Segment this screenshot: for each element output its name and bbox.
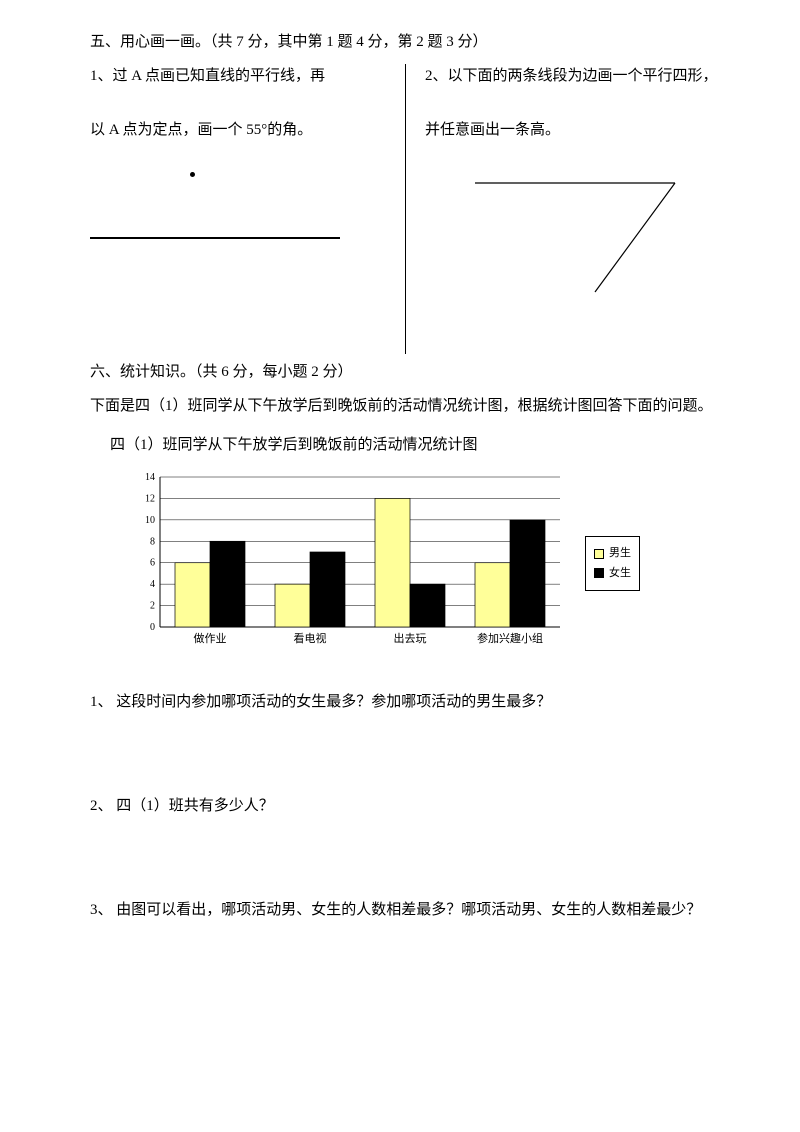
- legend-girls-swatch: [594, 568, 604, 578]
- drawing-left: 1、过 A 点画已知直线的平行线，再 以 A 点为定点，画一个 55°的角。: [90, 64, 405, 310]
- section6-intro: 下面是四（1）班同学从下午放学后到晚饭前的活动情况统计图，根据统计图回答下面的问…: [90, 394, 720, 418]
- para-diag-line: [595, 183, 675, 292]
- q6-3: 3、 由图可以看出，哪项活动男、女生的人数相差最多？哪项活动男、女生的人数相差最…: [90, 898, 720, 922]
- svg-text:4: 4: [150, 579, 155, 590]
- svg-text:10: 10: [145, 515, 155, 526]
- legend-boys-label: 男生: [609, 545, 631, 563]
- section6: 六、统计知识。（共 6 分，每小题 2 分） 下面是四（1）班同学从下午放学后到…: [90, 360, 720, 922]
- svg-text:2: 2: [150, 601, 155, 612]
- given-line: [90, 237, 340, 239]
- legend-girls-label: 女生: [609, 565, 631, 583]
- legend: 男生 女生: [585, 536, 640, 591]
- svg-text:6: 6: [150, 558, 155, 569]
- svg-text:做作业: 做作业: [194, 631, 227, 645]
- q2-line2: 并任意画出一条高。: [425, 118, 720, 142]
- legend-girls: 女生: [594, 565, 631, 583]
- legend-boys-swatch: [594, 549, 604, 559]
- parallelogram-sides: [475, 182, 720, 310]
- q6-2: 2、 四（1）班共有多少人？: [90, 794, 720, 818]
- svg-text:看电视: 看电视: [294, 631, 327, 645]
- svg-text:8: 8: [150, 536, 155, 547]
- q1-line2: 以 A 点为定点，画一个 55°的角。: [90, 118, 385, 142]
- vertical-divider: [405, 64, 406, 354]
- svg-text:0: 0: [150, 622, 155, 633]
- chart-title: 四（1）班同学从下午放学后到晚饭前的活动情况统计图: [110, 433, 720, 457]
- svg-text:出去玩: 出去玩: [394, 631, 427, 645]
- legend-boys: 男生: [594, 545, 631, 563]
- q2-line1: 2、以下面的两条线段为边画一个平行四形，: [425, 64, 720, 88]
- point-a: [190, 172, 195, 177]
- q1-line1: 1、过 A 点画已知直线的平行线，再: [90, 64, 385, 88]
- section6-header: 六、统计知识。（共 6 分，每小题 2 分）: [90, 360, 720, 384]
- chart-wrap: 0 2 4 6 8 10 12 14 做作业 看电视 出去玩 参加兴趣小组 男生 女生: [130, 467, 720, 660]
- svg-text:14: 14: [145, 472, 155, 483]
- svg-text:12: 12: [145, 493, 155, 504]
- svg-text:参加兴趣小组: 参加兴趣小组: [477, 631, 543, 645]
- q6-1: 1、 这段时间内参加哪项活动的女生最多？参加哪项活动的男生最多？: [90, 690, 720, 714]
- drawing-section: 1、过 A 点画已知直线的平行线，再 以 A 点为定点，画一个 55°的角。 2…: [90, 64, 720, 310]
- bar-chart: 0 2 4 6 8 10 12 14 做作业 看电视 出去玩 参加兴趣小组: [130, 467, 570, 660]
- questions: 1、 这段时间内参加哪项活动的女生最多？参加哪项活动的男生最多？ 2、 四（1）…: [90, 690, 720, 922]
- section5-header: 五、用心画一画。（共 7 分，其中第 1 题 4 分，第 2 题 3 分）: [90, 30, 720, 54]
- drawing-right: 2、以下面的两条线段为边画一个平行四形， 并任意画出一条高。: [405, 64, 720, 310]
